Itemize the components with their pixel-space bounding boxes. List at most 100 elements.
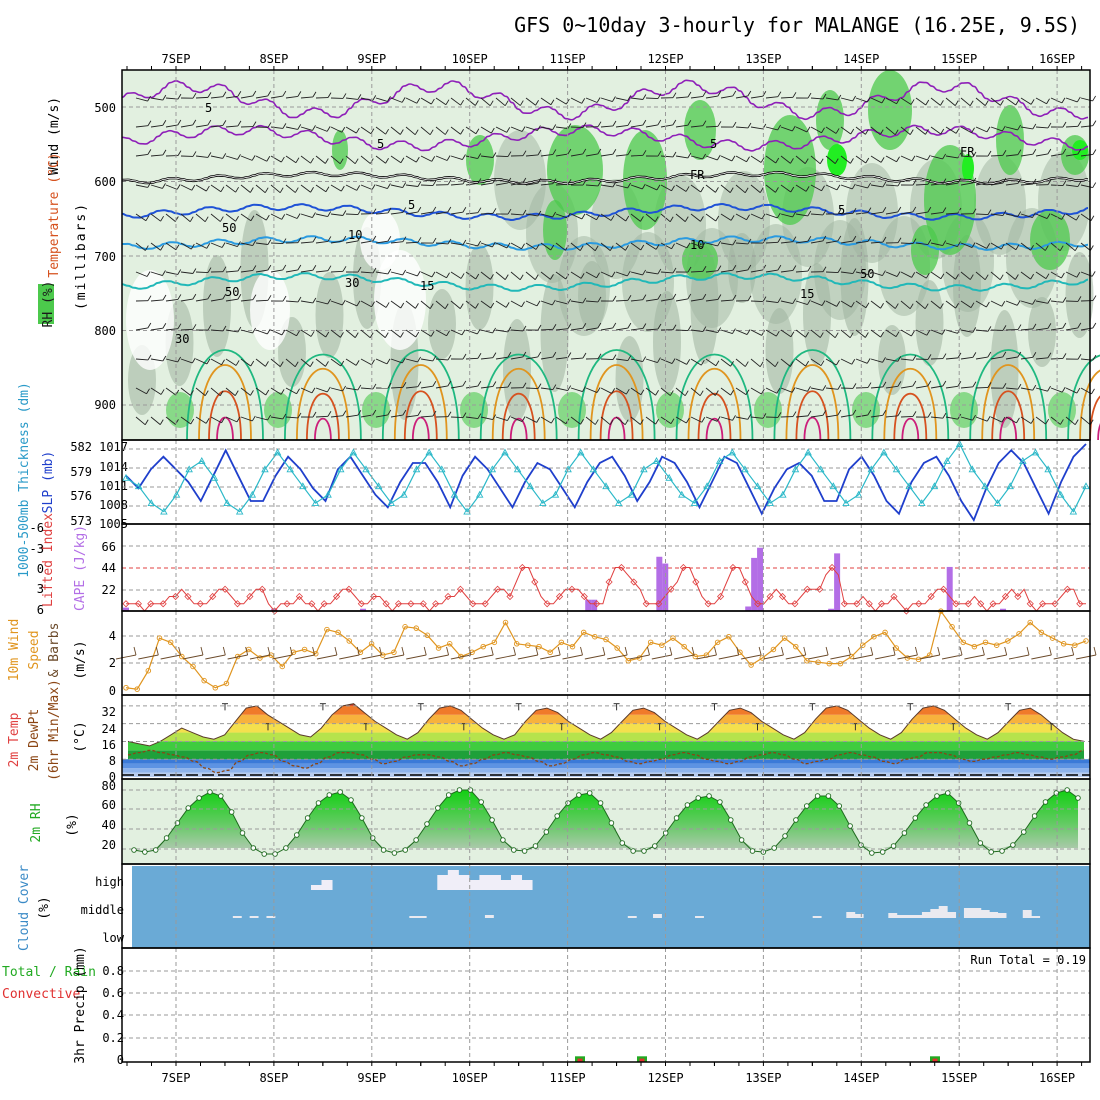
rh-green-blob xyxy=(764,115,816,225)
upper-wind-barb-flag xyxy=(671,358,676,364)
upper-wind-barb-flag xyxy=(957,381,962,387)
upper-wind-barb xyxy=(645,97,659,100)
upper-wind-barb-flag xyxy=(881,97,886,104)
temp-band xyxy=(128,741,1084,751)
upper-wind-barb-flag xyxy=(686,242,691,249)
upper-wind-barb-flag xyxy=(880,331,885,338)
upper-wind-barb-flag xyxy=(505,302,510,308)
isotherm-dome xyxy=(785,364,840,441)
upper-wind-barb xyxy=(720,329,733,334)
upper-wind-barb xyxy=(525,97,536,106)
upper-wind-barb xyxy=(405,241,419,244)
wind10-point xyxy=(848,653,855,660)
thickness-point xyxy=(867,465,876,473)
upper-wind-barb xyxy=(405,329,417,338)
isotherm-minus5b xyxy=(121,124,1089,152)
upper-wind-barb-flag xyxy=(204,216,209,222)
upper-contour-label: 5 xyxy=(205,101,212,115)
upper-wind-barb-flag xyxy=(656,184,661,191)
upper-wind-barb-flag xyxy=(521,301,525,307)
upper-wind-barb-flag xyxy=(655,418,660,425)
upper-wind-barb-flag xyxy=(806,126,811,133)
upper-wind-barb-flag xyxy=(822,266,827,272)
upper-ylabel-rh-swatch xyxy=(38,284,54,324)
upper-wind-barb-flag xyxy=(325,331,330,338)
upper-wind-barb-flag xyxy=(912,206,917,213)
wind10-point xyxy=(971,643,978,650)
upper-wind-barb-flag xyxy=(192,92,197,99)
upper-wind-barb-flag xyxy=(461,329,466,336)
li-point xyxy=(840,600,849,608)
upper-wind-barb-flag xyxy=(477,178,482,184)
rh2m-point xyxy=(608,820,615,826)
upper-wind-barb-flag xyxy=(866,96,871,103)
upper-contour-label: FR xyxy=(690,168,705,182)
upper-wind-barb xyxy=(225,184,236,193)
upper-wind-barb-flag xyxy=(850,158,854,164)
thickness-point xyxy=(526,482,534,490)
upper-wind-barb xyxy=(390,184,403,188)
rh2m-point xyxy=(142,849,148,855)
cloud-mid-cell xyxy=(980,910,990,918)
upper-wind-barb-flag xyxy=(672,267,677,274)
upper-wind-barb xyxy=(345,97,358,100)
upper-wind-barb xyxy=(675,329,689,332)
upper-wind-barb xyxy=(690,298,703,302)
rh2m-point xyxy=(923,802,929,808)
upper-wind-barb-flag xyxy=(987,209,992,215)
upper-wind-barb-flag xyxy=(837,409,842,416)
upper-wind-barb xyxy=(705,416,718,422)
upper-wind-barb xyxy=(570,242,581,251)
upper-wind-barb-flag xyxy=(147,354,152,361)
upper-wind-barb-flag xyxy=(1092,322,1097,329)
upper-wind-barb xyxy=(870,126,881,135)
upper-wind-barb xyxy=(300,96,313,99)
rh2m-point xyxy=(934,793,940,799)
slp-ylabel-slp: SLP (mb) xyxy=(41,451,56,514)
upper-contour-label: FR xyxy=(960,145,975,159)
wind10-barb xyxy=(1053,654,1074,660)
wind10-barb xyxy=(651,654,672,660)
upper-wind-barb-flag xyxy=(385,302,390,308)
rh2m-point xyxy=(684,802,691,808)
upper-wind-barb-flag xyxy=(507,151,512,157)
upper-wind-barb-flag xyxy=(837,267,842,273)
upper-wind-barb-flag xyxy=(837,94,842,101)
upper-wind-barb-flag xyxy=(462,154,466,160)
upper-wind-barb-flag xyxy=(429,129,434,135)
rh2m-point xyxy=(521,848,528,854)
upper-wind-barb xyxy=(420,155,432,162)
upper-wind-barb xyxy=(825,300,837,307)
upper-wind-barb xyxy=(330,155,341,165)
upper-wind-barb-flag xyxy=(747,90,752,97)
upper-wind-barb-flag xyxy=(581,98,586,104)
upper-wind-barb-flag xyxy=(192,293,197,300)
upper-wind-barb xyxy=(555,416,567,425)
li-point xyxy=(679,563,687,572)
upper-wind-barb-flag xyxy=(972,352,977,358)
upper-wind-barb-flag xyxy=(1060,272,1065,279)
upper-tick: 900 xyxy=(94,398,116,412)
upper-wind-barb-flag xyxy=(552,178,557,184)
isotherm-minus5a xyxy=(121,79,1089,121)
thickness-point xyxy=(160,507,168,515)
upper-wind-barb xyxy=(225,95,238,99)
upper-wind-barb xyxy=(360,414,373,418)
upper-wind-barb-flag xyxy=(1002,150,1007,156)
upper-wind-barb-flag xyxy=(357,209,362,215)
li-point xyxy=(171,592,180,601)
upper-wind-barb xyxy=(345,240,358,244)
wind10-barb-flag xyxy=(200,646,204,656)
wind10-point xyxy=(1072,642,1078,648)
upper-wind-barb xyxy=(1020,356,1033,360)
upper-wind-barb-flag xyxy=(477,240,482,247)
upper-wind-barb xyxy=(915,242,928,245)
li-point xyxy=(494,585,502,593)
precip-tick: 0.8 xyxy=(102,964,124,978)
upper-wind-barb-flag xyxy=(642,150,647,156)
wind10-barb-flag xyxy=(669,646,673,656)
upper-wind-barb-flag xyxy=(235,186,239,193)
upper-wind-barb xyxy=(1005,356,1018,360)
upper-wind-barb-flag xyxy=(1076,387,1081,394)
upper-wind-barb-flag xyxy=(537,149,542,156)
